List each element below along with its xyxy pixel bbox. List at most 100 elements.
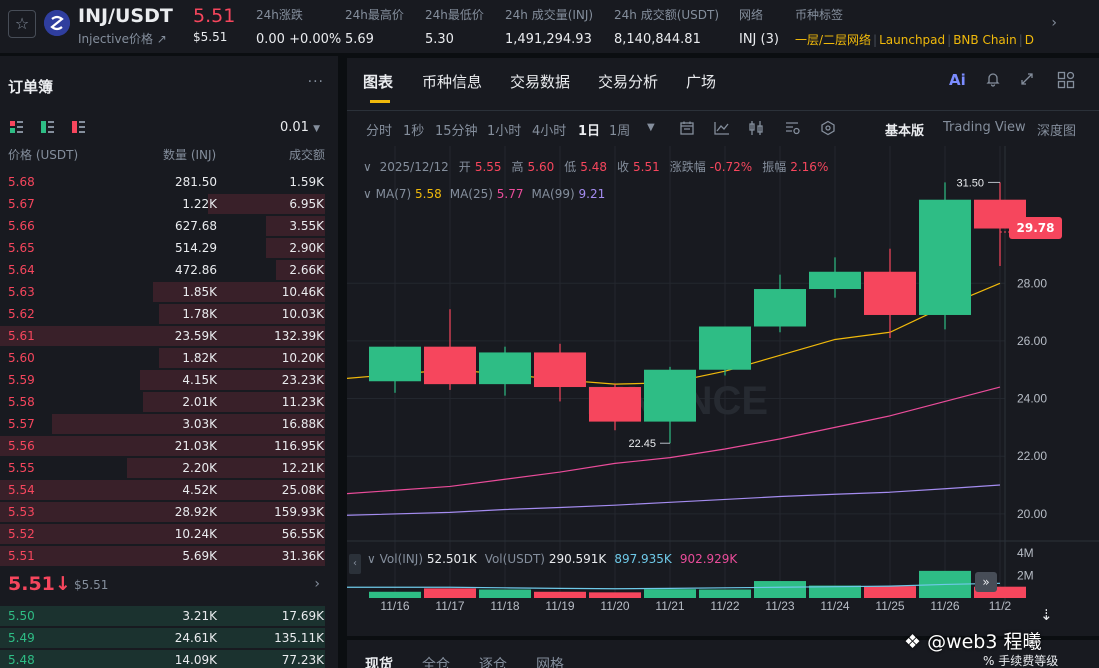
row-total: 10.46K [281,285,324,299]
ask-row[interactable]: 5.63 1.85K 10.46K [0,281,330,303]
expand-icon[interactable] [1019,71,1035,91]
ma25-line [347,386,1001,495]
ma99-line [347,484,1001,516]
favorite-star-icon[interactable]: ☆ [8,10,36,38]
more-menu-icon[interactable]: ··· [307,74,324,90]
stat-network[interactable]: 网络 INJ (3) [739,6,779,47]
ask-row[interactable]: 5.57 3.03K 16.88K [0,413,330,435]
symbol-subtitle-link[interactable]: Injective价格 ↗ [78,32,167,46]
chart-scale-icon[interactable]: ⇣ [1040,606,1053,624]
candlestick-chart[interactable]: 28.0026.0024.0022.0020.00BINANCE31.5022.… [347,146,1099,610]
orderbook-panel: 订单簿 ··· 0.01 ▼ 价格 (USDT) 数量 (INJ) 成交额 5.… [0,56,338,668]
interval-1w[interactable]: 1周 [609,124,631,139]
interval-more-caret-icon[interactable]: ▼ [647,122,655,133]
candle-type-icon[interactable] [748,120,764,140]
candle-body [864,271,916,315]
screenshot-icon[interactable] [820,120,836,140]
depth-bar [0,436,325,456]
bell-icon[interactable] [985,71,1001,91]
x-tick-label: 11/25 [875,599,904,610]
layout-grid-icon[interactable] [1057,71,1075,93]
tab-trading-data[interactable]: 交易数据 [510,73,571,91]
ask-row[interactable]: 5.51 5.69K 31.36K [0,545,330,567]
row-price: 5.65 [8,241,35,255]
chevron-right-icon[interactable]: › [1051,15,1057,31]
tag-link[interactable]: Launchpad [879,33,946,47]
mid-price-usd: $5.51 [74,578,109,592]
tab-grid[interactable]: 网格 [536,657,564,668]
vol-collapse-icon[interactable]: ‹ [349,554,361,574]
fee-level-link[interactable]: % 手续费等级 [983,654,1059,668]
ask-row[interactable]: 5.64 472.86 2.66K [0,259,330,281]
ma-caret-icon[interactable]: ∨ [363,187,372,201]
chevron-right-icon[interactable]: › [314,576,320,592]
tag-link[interactable]: BNB Chain [953,33,1017,47]
interval-1s[interactable]: 1秒 [403,124,425,139]
volume-tick-label: 4M [1017,546,1034,560]
col-price: 价格 (USDT) [8,148,79,162]
calendar-icon[interactable] [679,120,695,140]
view-depth[interactable]: 深度图 [1037,124,1077,139]
interval-1d[interactable]: 1日 [578,124,601,139]
vol-inj-label: Vol(INJ) [379,552,423,566]
ohlc-caret-icon[interactable]: ∨ [363,160,372,174]
row-qty: 24.61K [174,631,217,645]
ask-row[interactable]: 5.60 1.82K 10.20K [0,347,330,369]
indicator-chart-icon[interactable] [713,120,730,140]
row-qty: 281.50 [175,175,217,189]
interval-4h[interactable]: 4小时 [532,124,567,139]
row-price: 5.60 [8,351,35,365]
ask-row[interactable]: 5.58 2.01K 11.23K [0,391,330,413]
tag-link[interactable]: 一层/二层网络 [795,33,872,47]
ask-row[interactable]: 5.67 1.22K 6.95K [0,193,330,215]
row-total: 3.55K [289,219,324,233]
ask-row[interactable]: 5.62 1.78K 10.03K [0,303,330,325]
x-tick-label: 11/24 [820,599,849,610]
stat-label: 24h最高价 [345,8,404,22]
volume-tick-label: 2M [1017,568,1034,582]
tab-isolated[interactable]: 逐仓 [479,657,507,668]
orderbook-asks-mode-icon[interactable] [72,121,85,133]
tag-link[interactable]: D [1024,33,1035,47]
orderbook-mid-price[interactable]: 5.51↓ $5.51 › [0,568,338,602]
ask-row[interactable]: 5.59 4.15K 23.23K [0,369,330,391]
depth-bar [0,480,325,500]
tab-square[interactable]: 广场 [686,73,717,91]
vol-caret-icon[interactable]: ∨ [367,552,376,566]
view-tradingview[interactable]: Trading View [943,120,1026,135]
ask-row[interactable]: 5.52 10.24K 56.55K [0,523,330,545]
scroll-right-icon[interactable]: » [975,572,997,592]
symbol-title[interactable]: INJ/USDT [78,5,173,27]
bid-row[interactable]: 5.49 24.61K 135.11K [0,627,330,649]
ask-row[interactable]: 5.66 627.68 3.55K [0,215,330,237]
candle-body [534,352,586,388]
tab-spot[interactable]: 现货 [365,657,393,668]
ai-icon[interactable]: Ai [949,71,966,89]
tab-coin-info[interactable]: 币种信息 [422,73,483,91]
bid-row[interactable]: 5.50 3.21K 17.69K [0,605,330,627]
ask-row[interactable]: 5.65 514.29 2.90K [0,237,330,259]
orderbook-bids-mode-icon[interactable] [41,121,54,133]
interval-time[interactable]: 分时 [366,124,393,139]
ask-row[interactable]: 5.61 23.59K 132.39K [0,325,330,347]
ask-row[interactable]: 5.54 4.52K 25.08K [0,479,330,501]
bid-row[interactable]: 5.48 14.09K 77.23K [0,649,330,668]
row-qty: 4.15K [182,373,217,387]
orderbook-both-mode-icon[interactable] [10,121,23,133]
stat-value: 0.00 +0.00% [256,32,342,47]
interval-15m[interactable]: 15分钟 [435,124,478,139]
interval-1h[interactable]: 1小时 [487,124,522,139]
tab-trading-analysis[interactable]: 交易分析 [598,73,659,91]
row-total: 56.55K [281,527,324,541]
ask-row[interactable]: 5.68 281.50 1.59K [0,171,330,193]
tab-chart[interactable]: 图表 [363,73,394,91]
tab-cross[interactable]: 全仓 [422,657,450,668]
ask-row[interactable]: 5.56 21.03K 116.95K [0,435,330,457]
view-basic[interactable]: 基本版 [885,124,925,139]
precision-select[interactable]: 0.01 ▼ [280,120,320,135]
row-total: 12.21K [281,461,324,475]
ask-row[interactable]: 5.55 2.20K 12.21K [0,457,330,479]
ask-row[interactable]: 5.53 28.92K 159.93K [0,501,330,523]
row-qty: 23.59K [174,329,217,343]
chart-settings-icon[interactable] [784,120,801,140]
